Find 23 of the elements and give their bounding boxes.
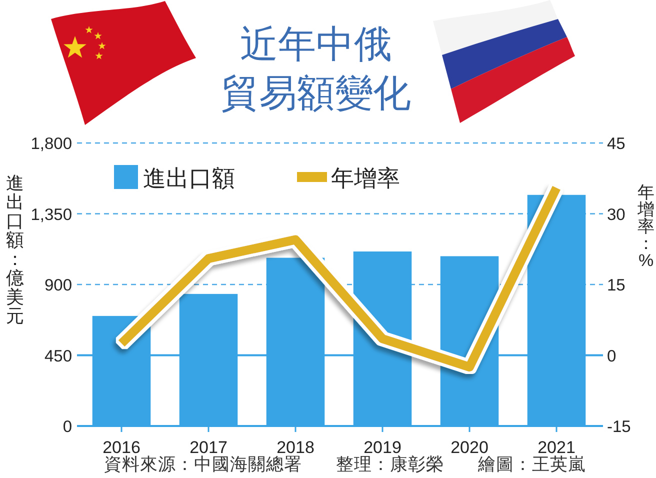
legend-label: 進出口額: [143, 165, 235, 191]
y-tick-label: 900: [44, 276, 72, 294]
x-tick-label: 2018: [276, 438, 314, 457]
y-tick-label: 450: [44, 347, 72, 366]
annotation: 資料來源：中國海關總署: [104, 454, 302, 474]
annotation: 整理：康彰榮: [336, 454, 444, 474]
y2label: 年增率：%: [638, 183, 654, 270]
y-tick-label: 1,350: [30, 206, 72, 224]
y2-tick-label: 30: [607, 206, 626, 224]
annotation: 繪圖：王英嵐: [478, 454, 586, 474]
legend-label: 年增率: [331, 165, 400, 191]
y-tick-label: 1,800: [30, 135, 72, 153]
x-tick-label: 2020: [450, 438, 488, 457]
y2-tick-label: 0: [607, 347, 616, 366]
title: 近年中俄貿易額變化: [221, 24, 411, 115]
y2-tick-label: 45: [607, 135, 626, 153]
y2-tick-label: 15: [607, 276, 626, 294]
y-tick-label: 0: [62, 418, 72, 436]
ylabel: 進出口額：億美元: [6, 173, 24, 326]
y2-tick-label: -15: [607, 418, 631, 436]
x-tick-label: 2021: [538, 438, 576, 457]
x-tick-label: 2017: [190, 438, 228, 457]
x-tick-label: 2016: [102, 438, 140, 457]
